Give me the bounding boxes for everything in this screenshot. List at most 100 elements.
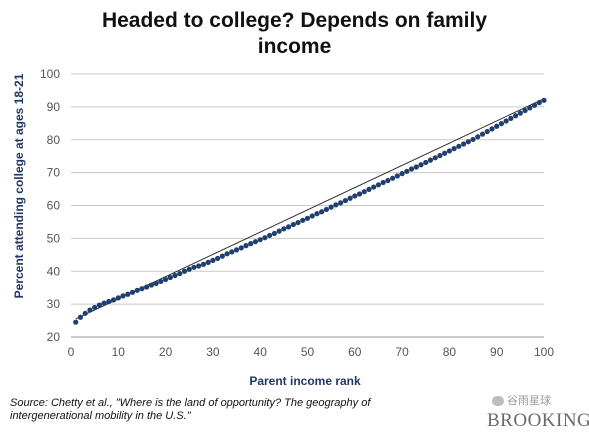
- y-tick-labels: 20 30 40 50 60 70 80 90 100: [40, 67, 60, 344]
- brookings-logo: BROOKINGS: [487, 410, 589, 431]
- data-point: [73, 319, 79, 325]
- data-point: [484, 128, 490, 135]
- y-tick-label: 30: [47, 297, 61, 311]
- data-point: [432, 155, 438, 161]
- data-point: [229, 249, 235, 255]
- y-tick-label: 50: [47, 231, 61, 245]
- data-point: [361, 189, 367, 195]
- data-point: [356, 191, 363, 197]
- data-point: [163, 276, 169, 283]
- data-point: [248, 241, 254, 247]
- trendline-layer: [75, 98, 545, 320]
- grid-lines: [71, 73, 544, 338]
- data-point: [167, 274, 173, 281]
- data-point: [323, 206, 330, 213]
- data-point: [342, 197, 348, 204]
- data-point: [385, 177, 391, 184]
- data-point: [531, 102, 538, 108]
- data-point: [271, 230, 277, 237]
- data-point: [181, 268, 188, 274]
- data-point: [442, 150, 448, 156]
- y-tick-label: 40: [47, 264, 61, 278]
- data-point: [153, 280, 159, 287]
- data-point: [437, 152, 443, 159]
- y-tick-label: 100: [40, 67, 60, 81]
- data-point: [456, 143, 462, 149]
- data-point: [92, 304, 98, 311]
- data-point: [77, 314, 84, 320]
- watermark-text: 谷雨星球: [507, 395, 551, 407]
- x-tick-label: 50: [301, 345, 315, 359]
- data-point: [371, 184, 377, 190]
- data-point: [375, 182, 382, 188]
- source-note: Source: Chetty et al., "Where is the lan…: [10, 397, 430, 423]
- data-point: [276, 228, 282, 234]
- data-point: [423, 159, 429, 166]
- data-point: [186, 266, 192, 272]
- data-point: [408, 166, 415, 172]
- data-point: [120, 293, 126, 299]
- data-point: [295, 219, 301, 226]
- data-point: [96, 302, 102, 308]
- x-tick-label: 10: [112, 345, 126, 359]
- data-points: [73, 97, 547, 325]
- data-point: [115, 295, 121, 301]
- data-point: [200, 261, 207, 267]
- data-point: [300, 217, 306, 223]
- data-point: [262, 235, 268, 241]
- data-point: [158, 278, 164, 285]
- data-point: [522, 107, 528, 114]
- data-point: [517, 110, 523, 116]
- data-point: [177, 270, 183, 277]
- data-point: [215, 255, 221, 262]
- data-point: [191, 264, 197, 270]
- data-point: [257, 237, 263, 243]
- x-tick-label: 20: [159, 345, 173, 359]
- y-tick-label: 60: [47, 199, 61, 213]
- data-point: [394, 173, 400, 179]
- wechat-icon: [492, 396, 504, 407]
- data-point: [479, 131, 486, 137]
- data-point: [489, 126, 495, 132]
- data-point: [233, 247, 240, 253]
- data-point: [465, 139, 471, 145]
- data-point: [243, 243, 249, 249]
- trendline: [75, 98, 545, 320]
- data-point: [366, 186, 372, 192]
- data-point: [134, 287, 140, 293]
- x-tick-label: 40: [254, 345, 268, 359]
- data-point: [347, 195, 353, 201]
- data-point: [470, 136, 476, 143]
- data-point: [196, 263, 202, 269]
- data-point: [390, 175, 396, 181]
- data-point: [87, 307, 93, 313]
- wechat-watermark: 谷雨星球: [492, 392, 551, 408]
- data-point: [129, 289, 136, 295]
- data-point: [460, 141, 467, 147]
- data-point: [418, 162, 424, 168]
- y-tick-label: 20: [47, 330, 61, 344]
- data-point: [139, 286, 145, 292]
- data-point: [451, 146, 457, 152]
- data-point: [338, 200, 344, 206]
- x-tick-label: 90: [490, 345, 504, 359]
- data-point: [413, 164, 419, 170]
- data-point: [503, 118, 509, 124]
- y-axis-title: Percent attending college at ages 18-21: [12, 73, 26, 298]
- data-point: [238, 245, 244, 251]
- data-point: [541, 97, 547, 103]
- data-point: [494, 123, 500, 129]
- data-point: [404, 168, 410, 174]
- data-point: [314, 211, 320, 217]
- x-tick-label: 60: [348, 345, 362, 359]
- x-tick-label: 100: [534, 345, 554, 359]
- data-point: [148, 282, 155, 288]
- x-tick-label: 80: [443, 345, 457, 359]
- data-point: [106, 298, 112, 305]
- data-point: [144, 284, 150, 290]
- data-point: [333, 202, 339, 208]
- data-point: [110, 297, 117, 303]
- data-point: [508, 115, 514, 121]
- data-point: [224, 251, 230, 257]
- x-tick-label: 0: [68, 345, 75, 359]
